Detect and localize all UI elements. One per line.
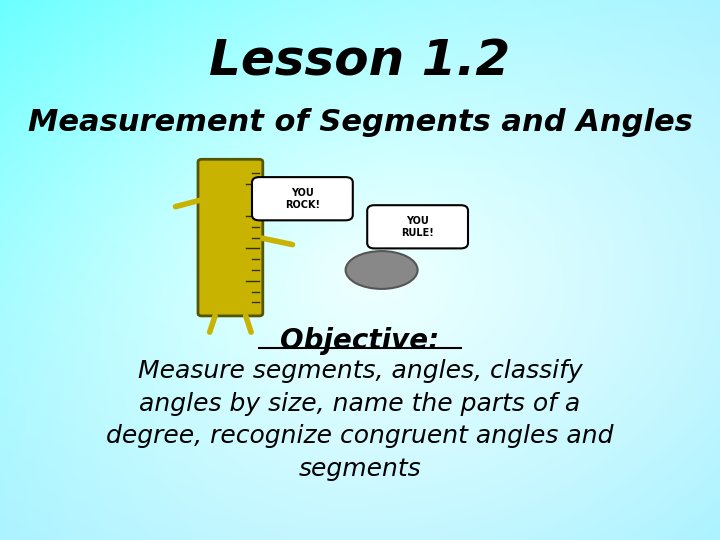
FancyBboxPatch shape [367, 205, 468, 248]
Text: YOU
RULE!: YOU RULE! [401, 216, 434, 238]
Text: Measure segments, angles, classify
angles by size, name the parts of a
degree, r: Measure segments, angles, classify angle… [107, 359, 613, 481]
Text: YOU
ROCK!: YOU ROCK! [285, 188, 320, 210]
Text: Objective:: Objective: [280, 327, 440, 355]
FancyBboxPatch shape [252, 177, 353, 220]
Text: Measurement of Segments and Angles: Measurement of Segments and Angles [27, 108, 693, 137]
FancyBboxPatch shape [198, 159, 263, 316]
Text: Lesson 1.2: Lesson 1.2 [210, 38, 510, 86]
Ellipse shape [346, 251, 418, 289]
